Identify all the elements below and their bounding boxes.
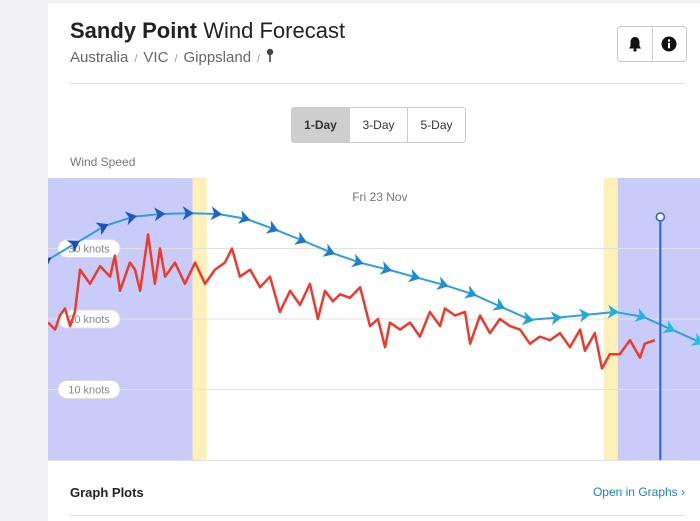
direction-arrow	[578, 308, 591, 323]
breadcrumb: Australia / VIC / Gippsland /	[70, 48, 274, 66]
bell-button[interactable]	[618, 27, 652, 61]
direction-arrow	[351, 253, 364, 268]
divider	[48, 460, 700, 461]
pin-icon[interactable]	[266, 48, 274, 62]
y-tick-label: 10 knots	[68, 384, 110, 396]
title-text: Wind Forecast	[203, 18, 346, 43]
y-tick-label: 30 knots	[68, 243, 110, 255]
divider	[70, 83, 685, 84]
direction-arrow	[521, 311, 534, 326]
direction-arrow	[124, 211, 137, 226]
direction-arrow	[265, 220, 279, 234]
link[interactable]: Open in Graphs ›	[592, 485, 685, 499]
section-title: Graph Plots	[70, 485, 144, 500]
direction-arrow	[237, 210, 251, 224]
crumb[interactable]: Gippsland	[183, 49, 252, 66]
icon-group	[617, 26, 687, 62]
direction-arrow	[210, 206, 223, 221]
series-line	[48, 233, 656, 370]
direction-arrow	[379, 261, 393, 275]
direction-arrow	[48, 257, 52, 270]
direction-arrow	[436, 276, 449, 290]
place: Sandy Point	[70, 18, 198, 43]
direction-arrow	[607, 304, 619, 319]
tab[interactable]: 3-Day	[349, 108, 407, 142]
direction-arrow	[95, 222, 109, 236]
chart: Fri 23 Nov 10 knots 20 knots 30 knots	[48, 178, 700, 460]
crumb[interactable]: Australia	[70, 49, 129, 66]
direction-arrow	[153, 207, 166, 222]
crumb[interactable]: VIC	[143, 49, 169, 66]
direction-arrow	[322, 243, 336, 257]
y-axis-label: Wind Speed	[70, 155, 136, 169]
series-line	[48, 212, 700, 344]
direction-arrow	[407, 268, 421, 283]
direction-arrow	[690, 333, 700, 346]
direction-arrow	[66, 240, 80, 253]
tab-group: 1-Day 3-Day 5-Day	[291, 107, 466, 143]
divider	[70, 515, 685, 516]
tab[interactable]: 5-Day	[407, 108, 465, 142]
direction-arrow	[634, 308, 648, 322]
direction-arrow	[464, 285, 477, 299]
direction-arrow	[550, 311, 563, 326]
direction-arrow	[662, 320, 676, 334]
direction-arrow	[492, 297, 506, 311]
direction-arrow	[182, 206, 194, 221]
direction-arrow	[293, 231, 307, 245]
tab[interactable]: 1-Day	[292, 108, 349, 142]
date-label: Fri 23 Nov	[352, 190, 407, 204]
now-marker-head	[655, 212, 666, 222]
info-button[interactable]	[651, 27, 687, 61]
y-tick-label: 20 knots	[68, 314, 110, 326]
tick-pill	[57, 380, 121, 399]
title: Sandy Point Wind Forecast	[70, 18, 345, 44]
